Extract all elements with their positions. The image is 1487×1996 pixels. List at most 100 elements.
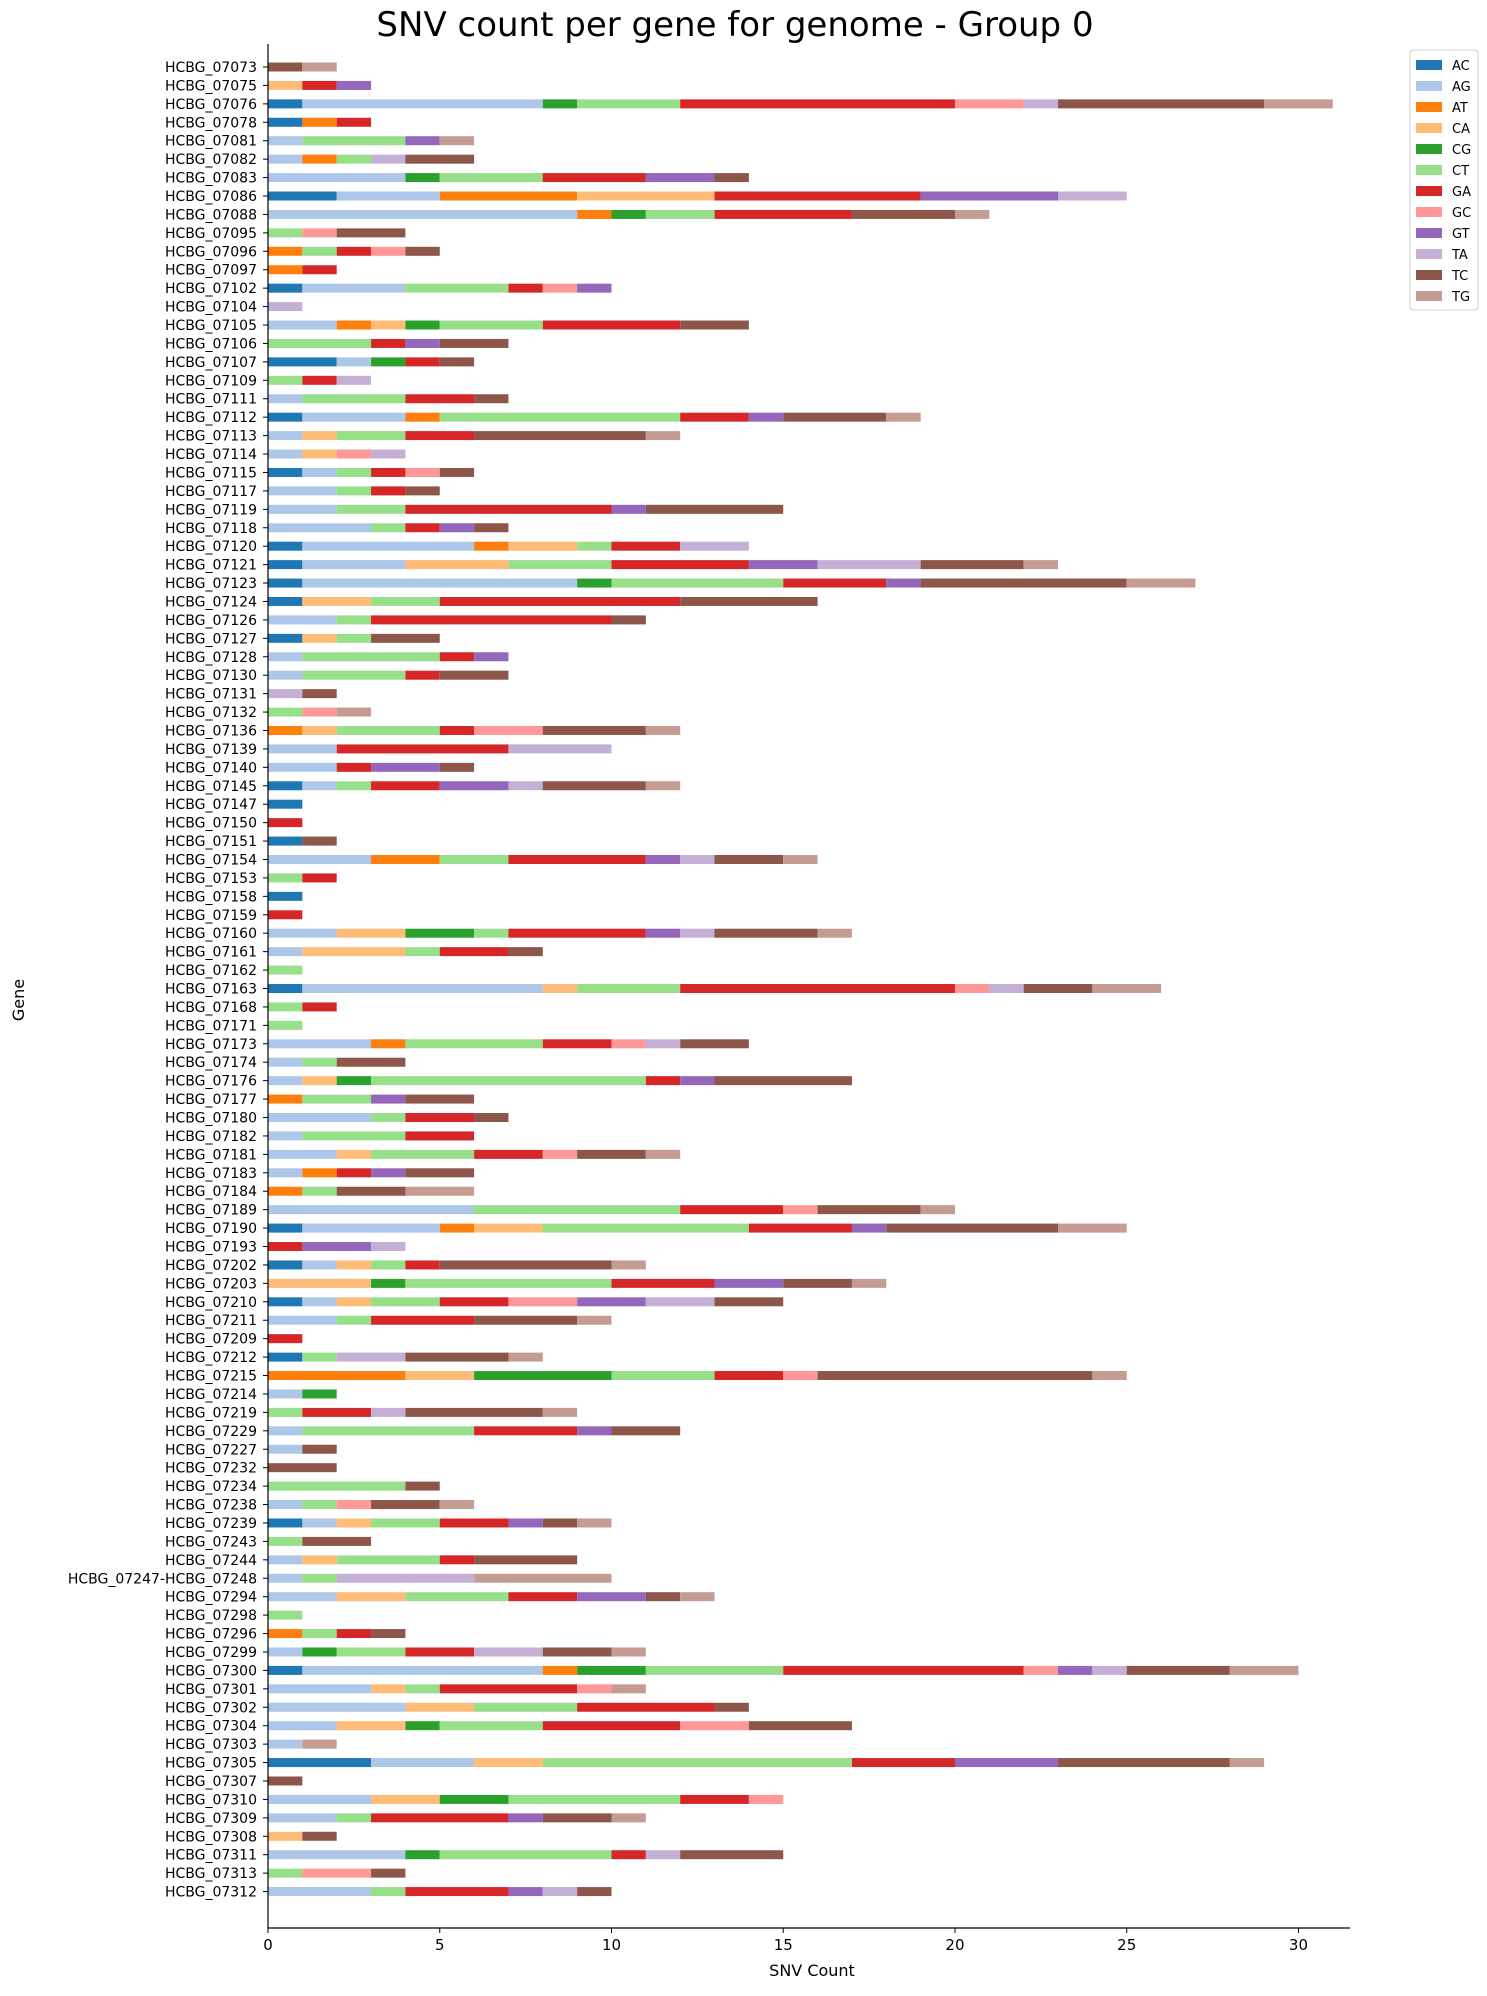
bar-segment xyxy=(268,1794,372,1804)
bar-segment xyxy=(577,99,681,109)
bar-segment xyxy=(405,1702,475,1712)
bar-segment xyxy=(508,928,646,938)
bar-segment xyxy=(268,1758,372,1768)
legend-label: AG xyxy=(1452,80,1471,95)
bar-segment xyxy=(302,136,406,146)
bar-segment xyxy=(268,1500,303,1510)
y-tick-label: HCBG_07150 xyxy=(165,816,257,832)
bar-segment xyxy=(336,1315,372,1325)
bar-segment xyxy=(371,762,440,772)
y-tick-label: HCBG_07161 xyxy=(165,945,257,961)
bar-segment xyxy=(542,1887,578,1897)
bar-segment xyxy=(268,1555,303,1565)
bar-segment xyxy=(336,1555,440,1565)
bar-segment xyxy=(302,154,337,164)
bar-segment xyxy=(336,1573,475,1583)
bar-segment xyxy=(611,560,749,570)
bar-segment xyxy=(680,99,955,109)
bar-segment xyxy=(268,375,303,385)
bar-segment xyxy=(268,652,303,662)
bar-segment xyxy=(302,1352,337,1362)
bar-segment xyxy=(268,1444,303,1454)
y-tick-label: HCBG_07298 xyxy=(165,1608,257,1624)
bar-segment xyxy=(474,431,646,441)
bar-segment xyxy=(268,578,303,588)
bar-segment xyxy=(302,560,406,570)
bar-segment xyxy=(371,1278,406,1288)
y-tick-label: HCBG_07243 xyxy=(165,1534,257,1550)
bar-segment xyxy=(439,725,475,735)
bar-segment xyxy=(508,1297,578,1307)
legend-swatch xyxy=(1416,270,1442,280)
x-tick-label: 25 xyxy=(1117,1936,1136,1954)
bar-segment xyxy=(439,338,509,348)
bar-segment xyxy=(302,1076,337,1086)
bar-segment xyxy=(268,1223,303,1233)
bar-segment xyxy=(268,1278,372,1288)
y-tick-label: HCBG_07202 xyxy=(165,1258,257,1274)
bar-segment xyxy=(611,1371,715,1381)
bar-segment xyxy=(371,1113,406,1123)
bar-segment xyxy=(268,1039,372,1049)
bar-segment xyxy=(268,1536,303,1546)
y-tick-label: HCBG_07296 xyxy=(165,1627,257,1643)
bar-segment xyxy=(405,154,475,164)
bar-segment xyxy=(302,449,337,459)
bar-segment xyxy=(371,1297,440,1307)
bar-segment xyxy=(336,80,372,90)
bar-segment xyxy=(405,947,440,957)
bar-segment xyxy=(268,154,303,164)
bar-segment xyxy=(508,781,543,791)
bar-segment xyxy=(405,1186,475,1196)
bar-segment xyxy=(268,633,303,643)
bar-segment xyxy=(439,320,543,330)
bar-segment xyxy=(268,1407,303,1417)
bar-segment xyxy=(405,467,440,477)
bar-segment xyxy=(542,725,646,735)
bar-segment xyxy=(954,1758,1059,1768)
bar-segment xyxy=(783,412,887,422)
bar-segment xyxy=(371,1629,406,1639)
bar-segment xyxy=(268,136,303,146)
bar-segment xyxy=(645,928,681,938)
bar-segment xyxy=(680,320,749,330)
bar-segment xyxy=(680,1076,715,1086)
bar-segment xyxy=(336,504,406,514)
bar-segment xyxy=(577,1665,646,1675)
bar-segment xyxy=(268,799,303,809)
bar-segment xyxy=(783,1278,852,1288)
y-tick-label: HCBG_07171 xyxy=(165,1018,257,1034)
bar-segment xyxy=(817,1205,921,1215)
bar-segment xyxy=(851,1278,887,1288)
bar-segment xyxy=(268,320,337,330)
y-tick-label: HCBG_07308 xyxy=(165,1829,257,1845)
bar-segment xyxy=(439,191,578,201)
bar-segment xyxy=(680,1592,715,1602)
bar-segment xyxy=(302,1444,337,1454)
y-tick-label: HCBG_07117 xyxy=(165,484,257,500)
legend-swatch xyxy=(1416,144,1442,154)
bar-segment xyxy=(405,1647,475,1657)
bar-segment xyxy=(1092,984,1162,993)
bar-segment xyxy=(439,1684,578,1694)
bar-segment xyxy=(268,1592,337,1602)
bar-segment xyxy=(371,615,612,625)
y-tick-label: HCBG_07126 xyxy=(165,613,257,629)
bar-segment xyxy=(302,394,406,404)
bar-segment xyxy=(268,1426,303,1436)
bar-segment xyxy=(302,725,337,735)
bar-segment xyxy=(645,781,681,791)
y-tick-label: HCBG_07128 xyxy=(165,650,257,666)
bar-segment xyxy=(336,781,372,791)
bar-segment xyxy=(542,781,646,791)
bar-segment xyxy=(336,1813,372,1823)
bar-segment xyxy=(302,467,337,477)
bar-segment xyxy=(439,412,681,422)
bar-segment xyxy=(542,283,578,293)
bar-segment xyxy=(783,1205,818,1215)
bar-segment xyxy=(268,523,372,533)
y-tick-label: HCBG_07104 xyxy=(165,300,257,316)
y-tick-label: HCBG_07209 xyxy=(165,1332,257,1348)
bar-segment xyxy=(268,191,337,201)
bar-segment xyxy=(302,873,337,883)
